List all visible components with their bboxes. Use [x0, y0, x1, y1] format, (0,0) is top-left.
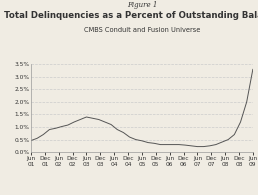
Text: Figure 1: Figure 1: [127, 1, 157, 9]
Text: Total Delinquencies as a Percent of Outstanding Balance: Total Delinquencies as a Percent of Outs…: [4, 11, 258, 20]
Text: CMBS Conduit and Fusion Universe: CMBS Conduit and Fusion Universe: [84, 27, 200, 33]
